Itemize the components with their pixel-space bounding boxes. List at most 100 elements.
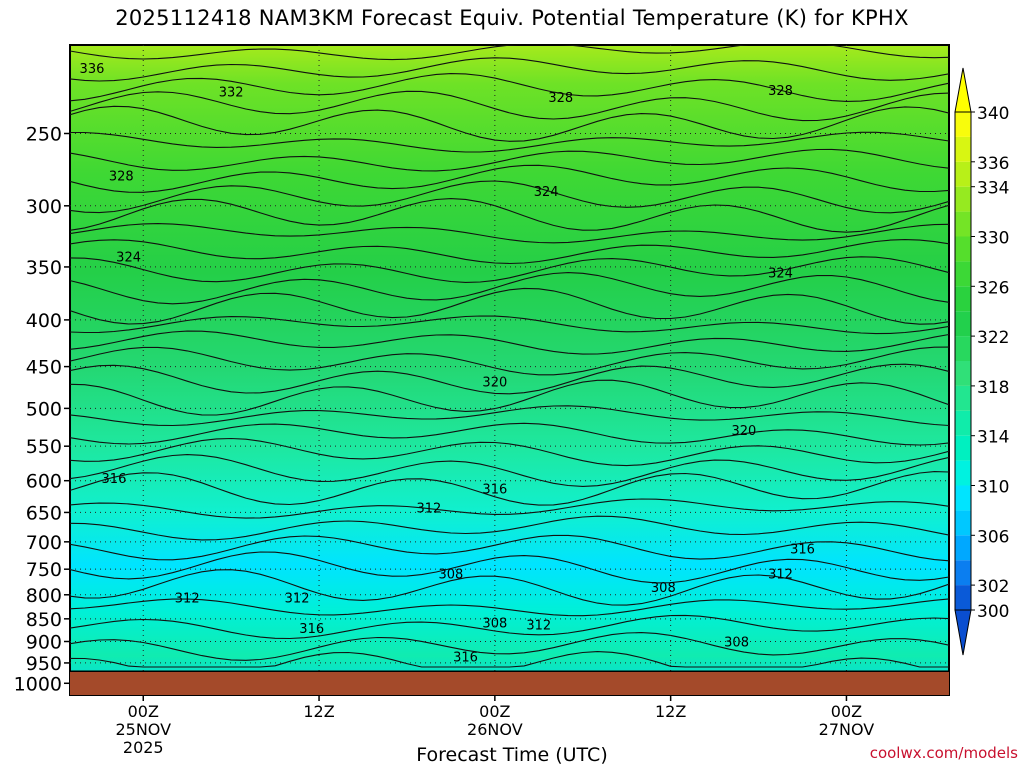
colorbar-tick-label: 334	[977, 179, 1009, 199]
contour-label: 328	[109, 170, 134, 185]
x-tick-label: 00Z	[479, 702, 510, 721]
colorbar-bin	[955, 460, 971, 486]
x-tick-label: 00Z	[128, 702, 159, 721]
colorbar-bin	[955, 510, 971, 536]
colorbar-bin	[955, 211, 971, 237]
y-tick-label: 800	[26, 585, 62, 607]
contour-line	[70, 164, 949, 193]
colorbar-bin	[955, 560, 971, 586]
contour-line	[70, 598, 949, 617]
contour-line	[70, 330, 949, 355]
colorbar-tick-label: 302	[977, 577, 1009, 597]
colorbar-bin	[955, 410, 971, 436]
contour-label: 308	[482, 617, 507, 632]
contour-label: 332	[219, 86, 244, 101]
colorbar-frame	[954, 111, 972, 611]
y-tick-label: 900	[26, 631, 62, 653]
contour-label: 328	[768, 84, 793, 99]
contour-label: 316	[299, 622, 324, 637]
contour-line	[70, 651, 949, 668]
contour-line	[70, 57, 949, 82]
shaded-field	[70, 45, 949, 695]
contour-line	[70, 239, 949, 265]
colorbar-tick-label: 340	[977, 104, 1009, 124]
credit-link[interactable]: coolwx.com/models	[869, 744, 1018, 762]
colorbar-bin	[955, 336, 971, 361]
colorbar-tick-label: 330	[977, 229, 1009, 249]
y-tick-label: 850	[26, 609, 62, 631]
contour-line	[70, 131, 949, 153]
contour-label: 316	[482, 483, 507, 498]
ground-surface-fill	[70, 671, 949, 695]
x-tick-label: 2025	[123, 738, 164, 757]
contour-line	[70, 346, 949, 376]
colorbar-bin	[955, 435, 971, 461]
contour-label: 312	[526, 618, 551, 633]
contour-label: 312	[285, 592, 310, 607]
ground-surface	[70, 670, 949, 695]
contour-line	[70, 148, 949, 172]
contour-line	[70, 73, 949, 102]
grid-lines	[70, 45, 949, 695]
contour-label: 320	[731, 424, 756, 439]
contour-line	[70, 45, 949, 61]
contour-line	[70, 405, 949, 427]
contour-line	[70, 223, 949, 244]
y-tick-label: 250	[26, 123, 62, 145]
contour-line	[70, 198, 949, 233]
contour-labels: 336 332 328 328 328 324 324 324 320 320 316 316 312 3…	[80, 62, 815, 666]
colorbar-bin	[955, 535, 971, 561]
contour-label: 308	[651, 581, 676, 596]
contour-label: 324	[534, 185, 559, 200]
colorbar: 340 336 334 330 326 322 318 314 310 306 302 300	[954, 67, 1009, 656]
colorbar-tick-label: 326	[977, 278, 1009, 298]
y-tick-label: 550	[26, 436, 62, 458]
x-tick-label: 25NOV	[115, 720, 171, 739]
contour-line	[70, 454, 949, 487]
colorbar-bin	[955, 136, 971, 162]
y-tick-label: 450	[26, 357, 62, 379]
contour-label: 324	[116, 251, 141, 266]
contour-label: 312	[417, 502, 442, 517]
contour-line	[70, 315, 949, 335]
contour-label: 316	[790, 543, 815, 558]
colorbar-bin	[955, 361, 971, 386]
contour-line	[70, 471, 949, 506]
x-axis-title: Forecast Time (UTC)	[416, 744, 608, 766]
colorbar-max-triangle	[954, 67, 972, 113]
contour-label: 328	[548, 91, 573, 106]
contour-line	[70, 379, 949, 416]
colorbar-tick-label: 306	[977, 527, 1009, 547]
contour-label: 316	[453, 651, 478, 666]
colorbar-tick-label: 322	[977, 328, 1009, 348]
contour-line	[70, 287, 949, 325]
y-tick-label: 950	[26, 653, 62, 675]
contour-label: 312	[768, 567, 793, 582]
colorbar-min-triangle	[954, 609, 972, 656]
contour-label: 320	[482, 375, 507, 390]
colorbar-tick-label: 300	[977, 602, 1009, 622]
colorbar-bin	[955, 261, 971, 287]
contour-line	[70, 614, 949, 640]
colorbar-tick-label: 318	[977, 378, 1009, 398]
y-tick-label: 650	[26, 502, 62, 524]
colorbar-bin	[955, 236, 971, 262]
contour-line	[70, 363, 949, 395]
x-tick-label: 00Z	[831, 702, 862, 721]
colorbar-bin	[955, 385, 971, 411]
y-tick-label: 350	[26, 257, 62, 279]
contour-line	[70, 422, 949, 446]
x-tick-label: 27NOV	[819, 720, 875, 739]
colorbar-bin	[955, 485, 971, 511]
y-tick-label: 400	[26, 310, 62, 332]
contour-label: 312	[175, 592, 200, 607]
contour-line	[70, 90, 949, 122]
plot-area	[69, 44, 950, 696]
contour-label: 324	[768, 267, 793, 282]
contour-label: 308	[438, 567, 463, 582]
contour-line	[70, 569, 949, 606]
contour-line	[70, 437, 949, 467]
contour-line	[70, 256, 949, 283]
